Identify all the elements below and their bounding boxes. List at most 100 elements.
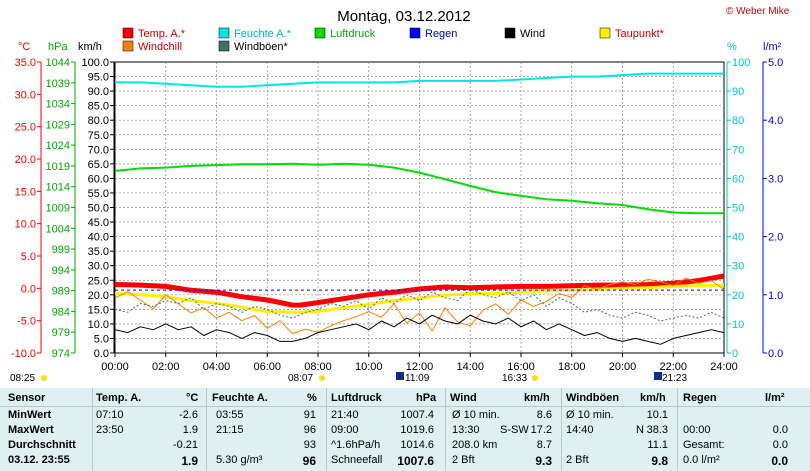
x-axis-tick-label: 14:00 [456, 361, 484, 373]
press-axis-tick-label: 1024 [46, 140, 70, 152]
legend-label: Windböen* [234, 41, 289, 53]
press-axis-tick-label: 1019 [46, 161, 70, 173]
table-cell-temp_v: -2.6 [179, 409, 198, 421]
wind-axis-tick-label: 50.0 [88, 203, 109, 215]
header-press-unit: hPa [416, 392, 437, 404]
wind-axis-tick-label: 15.0 [88, 304, 109, 316]
rain-axis-tick-label: 3.0 [768, 173, 783, 185]
hum-axis-tick-label: 10 [732, 319, 744, 331]
table-cell-gust_v: 10.1 [646, 409, 668, 421]
table-cell-rain_v: 0.0 [771, 454, 788, 468]
table-cell-gust_t: 14:40 [566, 424, 594, 436]
legend-label: Feuchte A.* [234, 28, 292, 40]
press-axis-tick-label: 1034 [46, 99, 70, 111]
table-cell-rain_v: 0.0 [772, 424, 788, 436]
temp-axis-tick-label: 10.0 [15, 219, 36, 231]
chart-title: Montag, 03.12.2012 [337, 8, 470, 25]
press-axis-tick-label: 994 [52, 265, 70, 277]
legend-swatch [314, 27, 326, 39]
press-axis-tick-label: 989 [52, 286, 70, 298]
wind-axis-unit: km/h [78, 41, 102, 53]
temp-axis-tick-label: 35.0 [15, 57, 36, 69]
legend-label: Regen [425, 28, 457, 40]
table-cell-label: Durchschnitt [8, 439, 76, 451]
temp-axis-tick-label: -10.0 [11, 348, 36, 360]
rain-axis-tick-label: 4.0 [768, 115, 783, 127]
press-axis-unit: hPa [48, 41, 68, 53]
wind-axis-tick-label: 75.0 [88, 130, 109, 142]
press-axis-tick-label: 1009 [46, 203, 70, 215]
series-line-6 [114, 314, 725, 345]
table-cell-temp_v: 1.9 [182, 424, 198, 436]
press-axis-tick-label: 999 [52, 244, 70, 256]
wind-axis-tick-label: 0.0 [94, 348, 109, 360]
temp-axis-tick-label: 5.0 [21, 251, 36, 263]
header-rain: Regen [683, 392, 717, 404]
wind-axis-tick-label: 70.0 [88, 144, 109, 156]
x-axis-tick-label: 02:00 [152, 361, 180, 373]
wind-axis-tick-label: 95.0 [88, 72, 109, 84]
header-sensor: Sensor [8, 392, 46, 404]
legend-swatch [218, 40, 230, 52]
wind-axis-tick-label: 100.0 [81, 57, 109, 69]
legend-swatch [122, 40, 134, 52]
moonrise-icon [396, 372, 404, 380]
series-line-4 [114, 277, 725, 335]
sunrise-time: 08:07 [288, 373, 313, 384]
header-rain-unit: l/m² [765, 392, 785, 404]
header-press: Luftdruck [331, 392, 382, 404]
x-axis-tick-label: 18:00 [558, 361, 586, 373]
plot-axes: 35.0 30.0 25.0 20.0 15.0 10.0 5.0 0.0 -5.0 -10.0 1… [11, 57, 783, 360]
header-wind-unit: km/h [524, 392, 550, 404]
weather-chart: Montag, 03.12.2012 © Weber Mike °C hPa k… [10, 6, 790, 384]
wind-axis-tick-label: 25.0 [88, 275, 109, 287]
x-axis-tick-label: 20:00 [609, 361, 637, 373]
wind-axis-tick-label: 45.0 [88, 217, 109, 229]
table-cell-press_v: 1014.6 [400, 439, 434, 451]
hum-axis-tick-label: 30 [732, 261, 744, 273]
table-cell-label: MaxWert [8, 424, 54, 436]
header-hum-unit: % [307, 392, 317, 404]
wind-axis-tick-label: 90.0 [88, 86, 109, 98]
table-cell-wind_t: 13:30 [452, 424, 480, 436]
moonrise-time: 11:09 [405, 373, 430, 384]
press-axis-tick-label: 974 [52, 348, 70, 360]
wind-axis-tick-label: 10.0 [88, 319, 109, 331]
x-axis-tick-label: 24:00 [710, 361, 738, 373]
legend-label: Windchill [138, 41, 182, 53]
legend-swatch [218, 27, 230, 39]
table-cell-wind_d: S-SW [500, 424, 529, 436]
series-line-2 [114, 273, 725, 308]
hum-axis-tick-label: 70 [732, 144, 744, 156]
hum-axis-tick-label: 50 [732, 203, 744, 215]
header-gust-unit: km/h [640, 392, 666, 404]
press-axis-tick-label: 1029 [46, 119, 70, 131]
table-cell-hum_v: 96 [303, 424, 316, 436]
temp-axis-tick-label: 15.0 [15, 186, 36, 198]
table-cell-wind_t: Ø 10 min. [452, 409, 500, 421]
header-hum: Feuchte A. [212, 392, 268, 404]
rain-axis-tick-label: 0.0 [768, 348, 783, 360]
table-cell-gust_t: 2 Bft [566, 454, 589, 466]
plot-grid [115, 62, 724, 353]
temp-axis-tick-label: 25.0 [15, 122, 36, 134]
hum-axis-tick-label: 20 [732, 290, 744, 302]
wind-axis-tick-label: 60.0 [88, 173, 109, 185]
plot-series [114, 72, 725, 345]
table-cell-hum_t: 03:55 [216, 409, 244, 421]
hum-axis-tick-label: 100 [732, 57, 750, 69]
moonset-time: 21:23 [662, 373, 687, 384]
sunrise-icon [319, 375, 325, 381]
temp-axis-unit: °C [18, 41, 30, 53]
press-axis-tick-label: 979 [52, 327, 70, 339]
series-line-1 [114, 162, 724, 215]
sunset-time: 16:33 [502, 373, 527, 384]
hum-axis-tick-label: 40 [732, 232, 744, 244]
wind-axis-tick-label: 80.0 [88, 115, 109, 127]
table-cell-hum_v: 96 [302, 454, 316, 468]
table-cell-wind_v: 8.6 [536, 409, 552, 421]
temp-axis-tick-label: 30.0 [15, 89, 36, 101]
table-cell-press_t: Schneefall [331, 454, 383, 466]
rain-axis-tick-label: 2.0 [768, 232, 783, 244]
header-temp: Temp. A. [96, 392, 142, 404]
